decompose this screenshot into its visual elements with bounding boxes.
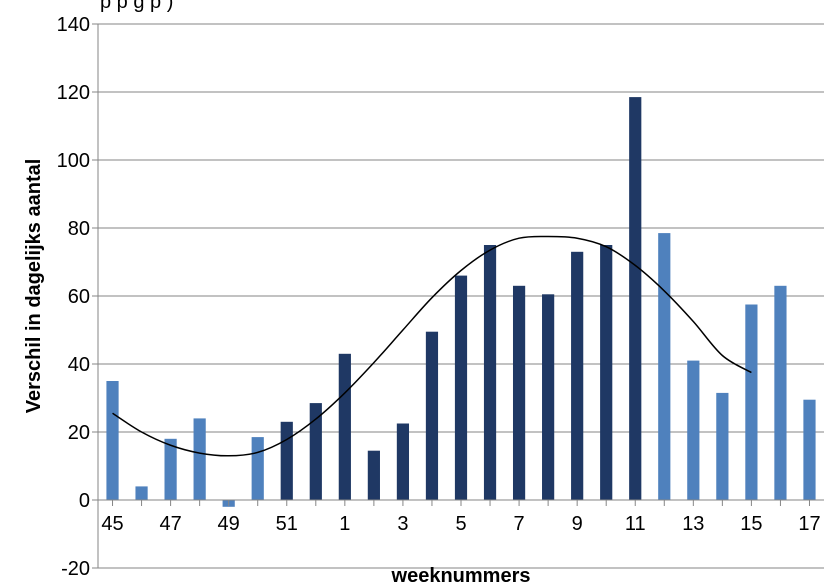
bar: [425, 331, 439, 500]
x-tick-label: 49: [218, 513, 240, 535]
bar: [571, 251, 584, 500]
x-tick-label: 17: [798, 513, 820, 535]
y-tick-label: -20: [61, 558, 90, 580]
trendline: [112, 235, 752, 457]
bar: [164, 438, 177, 500]
y-tick-label: 120: [57, 82, 90, 104]
bar: [745, 304, 758, 500]
bar: [280, 421, 293, 500]
bar: [512, 285, 526, 500]
bar: [454, 275, 468, 500]
y-tick-labels: -20 0 20 40 60 80 100 120 140: [57, 14, 90, 580]
y-tick-label: 100: [57, 150, 90, 172]
bar: [629, 97, 642, 500]
bar: [658, 233, 671, 500]
y-tick-label: 60: [68, 286, 90, 308]
x-tick-label: 47: [159, 513, 181, 535]
x-tick-labels: 45 47 49 51 1 3 5 7 9 11 13 15 17: [101, 513, 820, 535]
bar: [600, 245, 613, 500]
bar: [396, 423, 410, 500]
x-tick-label: 9: [572, 513, 583, 535]
y-tick-label: 20: [68, 422, 90, 444]
bar: [803, 399, 816, 500]
bars: [106, 97, 816, 507]
bar: [367, 450, 380, 500]
y-tick-label: 40: [68, 354, 90, 376]
bar: [716, 392, 729, 500]
x-tick-label: 7: [514, 513, 525, 535]
y-tick-label: 0: [79, 490, 90, 512]
x-tick-label: 51: [276, 513, 298, 535]
x-tick-label: 15: [740, 513, 762, 535]
y-tick-label: 80: [68, 218, 90, 240]
bar: [251, 437, 264, 500]
x-tick-label: 13: [682, 513, 704, 535]
bar: [309, 403, 322, 500]
bar: [106, 381, 119, 500]
x-tick-label: 45: [101, 513, 123, 535]
x-tick-label: 1: [339, 513, 350, 535]
x-tick-label: 3: [397, 513, 408, 535]
bar: [774, 285, 787, 500]
axes: [97, 24, 824, 568]
x-axis-label: weeknummers: [391, 565, 531, 584]
bar: [193, 418, 206, 500]
bar: [338, 353, 351, 500]
y-axis-label: Verschil in dagelijks aantal: [23, 159, 45, 414]
bar: [542, 294, 555, 500]
y-tick-label: 140: [57, 14, 90, 36]
bar: [483, 245, 497, 500]
chart-title-fragment: p p g p ): [100, 0, 173, 13]
x-tick-label: 11: [625, 513, 646, 535]
x-tick-label: 5: [455, 513, 466, 535]
bar: [687, 360, 700, 500]
bar: [135, 486, 148, 500]
